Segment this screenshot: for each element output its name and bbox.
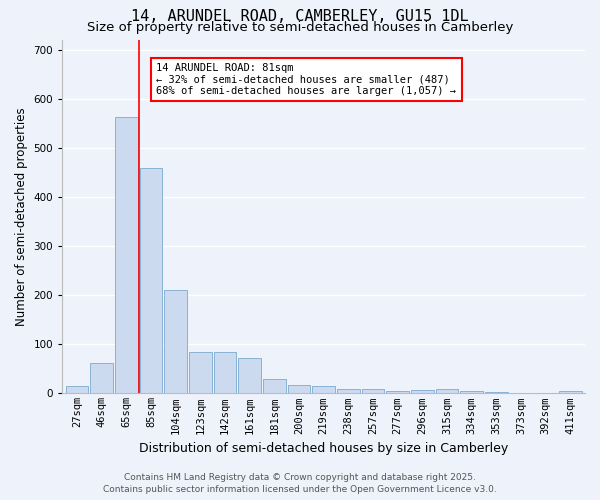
Bar [287, 385, 310, 394]
Bar [559, 391, 581, 394]
Bar [485, 392, 508, 394]
Y-axis label: Number of semi-detached properties: Number of semi-detached properties [15, 108, 28, 326]
Bar [238, 358, 261, 394]
Bar [214, 352, 236, 394]
Bar [362, 389, 384, 394]
Bar [189, 352, 212, 394]
Text: Contains HM Land Registry data © Crown copyright and database right 2025.
Contai: Contains HM Land Registry data © Crown c… [103, 472, 497, 494]
Bar [115, 117, 137, 394]
Bar [91, 363, 113, 394]
Bar [337, 390, 359, 394]
Bar [312, 386, 335, 394]
Text: Size of property relative to semi-detached houses in Camberley: Size of property relative to semi-detach… [87, 21, 513, 34]
Bar [140, 168, 163, 394]
Bar [164, 290, 187, 394]
X-axis label: Distribution of semi-detached houses by size in Camberley: Distribution of semi-detached houses by … [139, 442, 508, 455]
Bar [65, 386, 88, 394]
Bar [386, 391, 409, 394]
Bar [411, 390, 434, 394]
Bar [263, 378, 286, 394]
Text: 14 ARUNDEL ROAD: 81sqm
← 32% of semi-detached houses are smaller (487)
68% of se: 14 ARUNDEL ROAD: 81sqm ← 32% of semi-det… [157, 63, 457, 96]
Bar [460, 391, 483, 394]
Text: 14, ARUNDEL ROAD, CAMBERLEY, GU15 1DL: 14, ARUNDEL ROAD, CAMBERLEY, GU15 1DL [131, 9, 469, 24]
Bar [436, 390, 458, 394]
